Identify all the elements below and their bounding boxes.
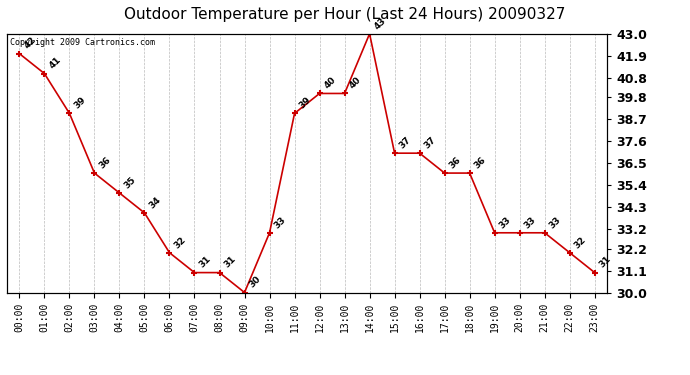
Text: 39: 39 bbox=[297, 95, 313, 111]
Text: 31: 31 bbox=[197, 255, 213, 270]
Text: 40: 40 bbox=[347, 75, 362, 91]
Text: Copyright 2009 Cartronics.com: Copyright 2009 Cartronics.com bbox=[10, 38, 155, 46]
Text: 31: 31 bbox=[598, 255, 613, 270]
Text: 35: 35 bbox=[122, 175, 137, 190]
Text: 34: 34 bbox=[147, 195, 163, 210]
Text: 37: 37 bbox=[422, 135, 437, 150]
Text: 32: 32 bbox=[172, 235, 188, 250]
Text: 36: 36 bbox=[447, 155, 462, 170]
Text: 39: 39 bbox=[72, 95, 88, 111]
Text: 33: 33 bbox=[497, 215, 513, 230]
Text: 40: 40 bbox=[322, 75, 337, 91]
Text: 37: 37 bbox=[397, 135, 413, 150]
Text: 41: 41 bbox=[47, 56, 63, 71]
Text: 33: 33 bbox=[547, 215, 562, 230]
Text: 33: 33 bbox=[522, 215, 538, 230]
Text: 42: 42 bbox=[22, 36, 37, 51]
Text: 31: 31 bbox=[222, 255, 237, 270]
Text: 30: 30 bbox=[247, 274, 262, 290]
Text: 36: 36 bbox=[97, 155, 112, 170]
Text: 43: 43 bbox=[373, 16, 388, 31]
Text: Outdoor Temperature per Hour (Last 24 Hours) 20090327: Outdoor Temperature per Hour (Last 24 Ho… bbox=[124, 8, 566, 22]
Text: 32: 32 bbox=[573, 235, 588, 250]
Text: 36: 36 bbox=[473, 155, 488, 170]
Text: 33: 33 bbox=[273, 215, 288, 230]
